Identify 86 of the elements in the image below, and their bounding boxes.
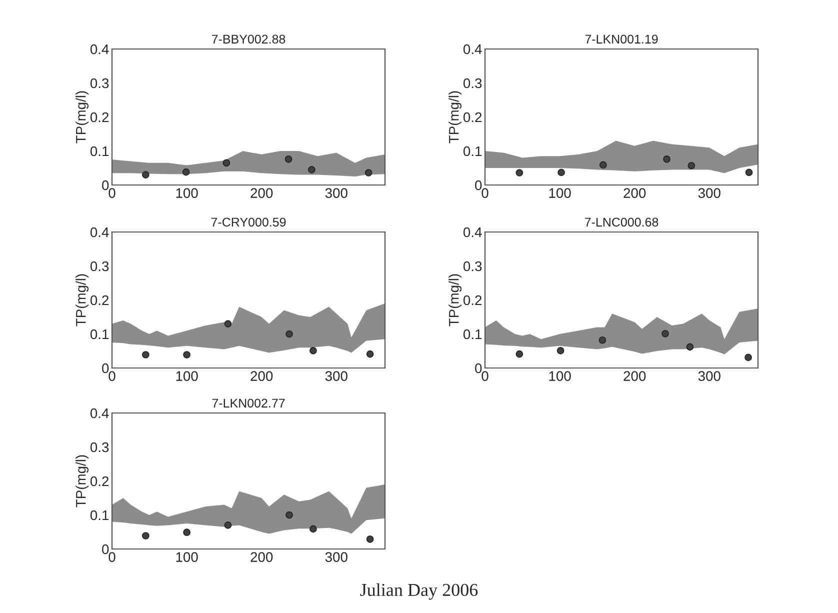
point xyxy=(142,532,150,540)
y-tick-label: 0 xyxy=(475,180,482,190)
point xyxy=(310,346,317,354)
point xyxy=(686,343,694,351)
point xyxy=(688,162,696,170)
point xyxy=(364,169,372,176)
point xyxy=(183,528,190,536)
x-tick-label: 200 xyxy=(624,371,646,381)
y-tick-label: 0.3 xyxy=(463,78,482,88)
x-tick-label: 300 xyxy=(698,371,720,381)
y-tick-label: 0.1 xyxy=(463,329,482,340)
y-tick-label: 0.3 xyxy=(463,261,482,272)
x-tick-label: 100 xyxy=(176,188,198,198)
x-tick-label: 0 xyxy=(108,371,116,381)
point xyxy=(366,350,374,358)
y-tick-label: 0.4 xyxy=(463,227,482,238)
x-tick-label: 0 xyxy=(108,552,116,562)
y-tick-label: 0.1 xyxy=(90,510,109,520)
x-axis-title: Julian Day 2006 xyxy=(360,583,478,600)
point xyxy=(222,159,230,167)
point xyxy=(310,525,317,533)
y-tick-label: 0.2 xyxy=(463,295,482,306)
chart-title: 7-CRY000.59 xyxy=(211,218,286,227)
point xyxy=(556,346,564,354)
point xyxy=(598,336,606,344)
y-tick-label: 0 xyxy=(102,180,109,190)
y-tick-label: 0.4 xyxy=(90,408,109,418)
point xyxy=(224,320,232,328)
y-axis-title: TP(mg/l) xyxy=(76,91,89,144)
point xyxy=(182,168,190,176)
point xyxy=(558,168,565,176)
x-tick-label: 300 xyxy=(325,188,348,198)
x-tick-label: 100 xyxy=(176,552,198,562)
chart-title: 7-LNC000.68 xyxy=(584,218,658,227)
y-tick-label: 0.2 xyxy=(90,295,109,306)
y-tick-label: 0.4 xyxy=(463,44,482,54)
point xyxy=(142,171,150,178)
x-tick-label: 100 xyxy=(549,371,571,381)
chart-title: 7-LKN002.77 xyxy=(212,398,285,408)
x-tick-label: 200 xyxy=(250,371,273,381)
x-tick-label: 300 xyxy=(325,552,348,562)
point xyxy=(142,351,150,358)
point xyxy=(183,351,190,358)
y-tick-label: 0 xyxy=(102,363,109,374)
x-tick-label: 300 xyxy=(698,188,720,198)
point xyxy=(308,166,316,174)
point xyxy=(663,155,670,163)
y-tick-label: 0.1 xyxy=(90,146,109,156)
point xyxy=(516,350,524,358)
y-tick-label: 0.1 xyxy=(463,146,482,156)
y-tick-label: 0.4 xyxy=(90,227,109,238)
y-tick-label: 0.2 xyxy=(90,112,109,122)
point xyxy=(224,522,232,529)
y-tick-label: 0.4 xyxy=(90,44,109,54)
x-tick-label: 100 xyxy=(549,188,571,198)
x-tick-label: 200 xyxy=(250,188,273,198)
point xyxy=(744,354,752,362)
point xyxy=(600,161,607,169)
point xyxy=(662,330,669,338)
y-axis-title: TP(mg/l) xyxy=(448,274,462,326)
point xyxy=(516,169,524,176)
y-axis-title: TP(mg/l) xyxy=(76,455,89,508)
point xyxy=(286,330,293,338)
point xyxy=(366,535,374,543)
x-tick-label: 200 xyxy=(250,552,273,562)
y-tick-label: 0.2 xyxy=(463,112,482,122)
x-tick-label: 200 xyxy=(624,188,646,198)
x-tick-label: 100 xyxy=(176,371,198,381)
chart-title: 7-LKN001.19 xyxy=(585,34,658,44)
chart-title: 7-BBY002.88 xyxy=(212,34,286,44)
y-axis-title: TP(mg/l) xyxy=(76,274,89,326)
y-tick-label: 0.3 xyxy=(90,78,109,88)
point xyxy=(284,155,292,163)
y-tick-label: 0.1 xyxy=(90,329,109,340)
y-tick-label: 0.3 xyxy=(90,442,109,452)
y-tick-label: 0.3 xyxy=(90,261,109,272)
x-tick-label: 0 xyxy=(482,188,488,198)
y-tick-label: 0 xyxy=(102,544,109,554)
x-tick-label: 0 xyxy=(482,371,488,381)
point xyxy=(745,168,753,176)
y-tick-label: 0 xyxy=(475,363,482,374)
point xyxy=(286,511,293,519)
x-tick-label: 300 xyxy=(325,371,348,381)
y-tick-label: 0.2 xyxy=(90,476,109,486)
y-axis-title: TP(mg/l) xyxy=(448,91,462,144)
x-tick-label: 0 xyxy=(108,188,116,198)
